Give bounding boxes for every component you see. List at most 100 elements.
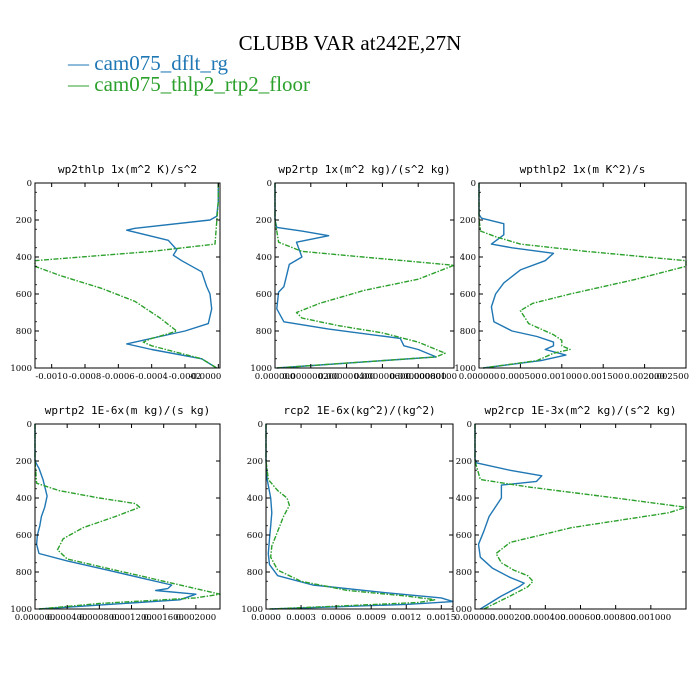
y-tick-label: 0	[467, 420, 472, 430]
y-tick-label: 1000	[450, 605, 472, 615]
legend-label-floor: cam075_thlp2_rtp2_floor	[94, 72, 310, 96]
y-tick-label: 600	[247, 531, 263, 541]
plot-frame	[478, 182, 687, 369]
x-tick-label: 0.0006	[321, 613, 351, 623]
y-tick-label: 1000	[241, 605, 263, 615]
legend-entry-dflt: — cam075_dflt_rg	[67, 51, 229, 75]
y-tick-label: 200	[16, 457, 32, 467]
y-tick-label: 600	[460, 290, 476, 300]
plot-frame	[34, 423, 221, 610]
y-tick-label: 1000	[250, 364, 272, 374]
series-line-floor	[474, 424, 687, 610]
y-tick-label: 0	[27, 179, 32, 189]
x-tick-label: -0.0002	[169, 372, 202, 382]
y-tick-label: 200	[16, 216, 32, 226]
panel-title: wpthlp2 1x(m K^2)/s	[520, 163, 646, 176]
x-tick-label: 0.000000	[255, 372, 296, 382]
x-tick-label: 0.000000800	[390, 372, 447, 382]
x-tick-label: 0.001500	[583, 372, 624, 382]
series-line-floor	[478, 183, 687, 369]
series-line-floor	[274, 183, 455, 369]
panel-title: wp2rtp 1x(m^2 kg)/(s^2 kg)	[278, 163, 450, 176]
x-tick-label: -0.0010	[35, 372, 68, 382]
y-tick-label: 400	[256, 253, 272, 263]
plot-frame	[274, 182, 455, 369]
legend-entry-floor: — cam075_thlp2_rtp2_floor	[67, 72, 310, 96]
plot-frame	[265, 423, 454, 610]
y-tick-label: 600	[256, 290, 272, 300]
x-tick-label: 0.000000600	[354, 372, 411, 382]
series-line-dflt	[34, 424, 197, 610]
y-tick-label: 400	[16, 494, 32, 504]
x-tick-label: 0.001000	[631, 613, 672, 623]
x-tick-label: 0.00000100	[406, 372, 457, 382]
panel-2: wp2rtp 1x(m^2 kg)/(s^2 kg) 0 200 400 600 800 1…	[250, 163, 457, 382]
y-tick-label: 200	[247, 457, 263, 467]
y-tick-label: 800	[16, 327, 32, 337]
panel-title: wp2thlp 1x(m^2 K)/s^2	[58, 163, 197, 176]
x-tick-label: -0.0008	[69, 372, 102, 382]
y-tick-label: 0	[471, 179, 476, 189]
x-tick-label: 0.000800	[79, 613, 120, 623]
y-tick-label: 200	[460, 216, 476, 226]
x-tick-label: 0.000500	[500, 372, 541, 382]
panel-title: wprtp2 1E-6x(m kg)/(s kg)	[45, 404, 211, 417]
x-tick-label: 0.000000	[455, 613, 496, 623]
y-tick-label: 400	[460, 253, 476, 263]
x-tick-label: 0.002500	[648, 372, 689, 382]
series-line-floor	[265, 424, 437, 610]
panel-1: wp2thlp 1x(m^2 K)/s^202004006008001000-0…	[10, 163, 221, 382]
series-line-dflt	[125, 183, 220, 369]
panel-title: rcp2 1E-6x(kg^2)/(kg^2)	[283, 404, 435, 417]
y-tick-label: 400	[456, 494, 472, 504]
panel-4: wprtp2 1E-6x(m kg)/(s kg) 0 200 400 600 800 10…	[10, 404, 221, 623]
legend-label-dflt: cam075_dflt_rg	[94, 51, 228, 75]
x-tick-label: 0.000400	[47, 613, 88, 623]
panels: wp2thlp 1x(m^2 K)/s^202004006008001000-0…	[10, 163, 689, 623]
y-tick-label: 400	[16, 253, 32, 263]
panel-6: wp2rcp 1E-3x(m^2 kg)/(s^2 kg) 0 200 400 600 8…	[450, 404, 687, 623]
x-tick-label: -0.0000	[189, 372, 222, 382]
x-tick-label: 0.0003	[286, 613, 316, 623]
x-tick-label: 0.000000400	[318, 372, 375, 382]
y-tick-label: 800	[256, 327, 272, 337]
y-tick-label: 0	[27, 420, 32, 430]
x-tick-label: 0.0000	[251, 613, 281, 623]
series-line-dflt	[274, 183, 437, 369]
y-tick-label: 800	[247, 568, 263, 578]
figure-title: CLUBB VAR at242E,27N	[239, 31, 462, 55]
x-tick-label: 0.000400	[525, 613, 566, 623]
panel-3: wpthlp2 1x(m K^2)/s020040060080010000.00…	[454, 163, 689, 382]
y-tick-label: 800	[16, 568, 32, 578]
x-tick-label: 0.001600	[143, 613, 184, 623]
series-line-dflt	[474, 424, 543, 610]
y-tick-label: 0	[258, 420, 263, 430]
x-tick-label: 0.000000	[15, 613, 56, 623]
y-tick-label: 600	[16, 531, 32, 541]
x-tick-label: 0.002000	[176, 613, 217, 623]
y-tick-label: 1000	[10, 605, 32, 615]
series-line-dflt	[478, 183, 567, 369]
plot-frame	[474, 423, 687, 610]
legend: — cam075_dflt_rg — cam075_thlp2_rtp2_flo…	[67, 51, 310, 96]
y-tick-label: 800	[460, 327, 476, 337]
panel-5: rcp2 1E-6x(kg^2)/(kg^2) 0 200 400 600 800 1000…	[241, 404, 456, 623]
y-tick-label: 0	[267, 179, 272, 189]
x-tick-label: 0.001200	[111, 613, 152, 623]
y-tick-label: 400	[247, 494, 263, 504]
x-tick-label: -0.0004	[135, 372, 168, 382]
x-tick-label: 0.000200	[490, 613, 531, 623]
x-tick-label: 0.001000	[542, 372, 583, 382]
x-tick-label: -0.0006	[102, 372, 135, 382]
x-tick-label: 0.000000200	[282, 372, 339, 382]
panel-title: wp2rcp 1E-3x(m^2 kg)/(s^2 kg)	[484, 404, 676, 417]
x-tick-label: 0.002000	[624, 372, 665, 382]
y-tick-label: 600	[16, 290, 32, 300]
series-line-dflt	[265, 424, 454, 610]
series-line-floor	[34, 183, 220, 369]
x-tick-label: 0.0009	[356, 613, 386, 623]
y-tick-label: 800	[456, 568, 472, 578]
x-tick-label: 0.0015	[426, 613, 456, 623]
y-tick-label: 1000	[10, 364, 32, 374]
